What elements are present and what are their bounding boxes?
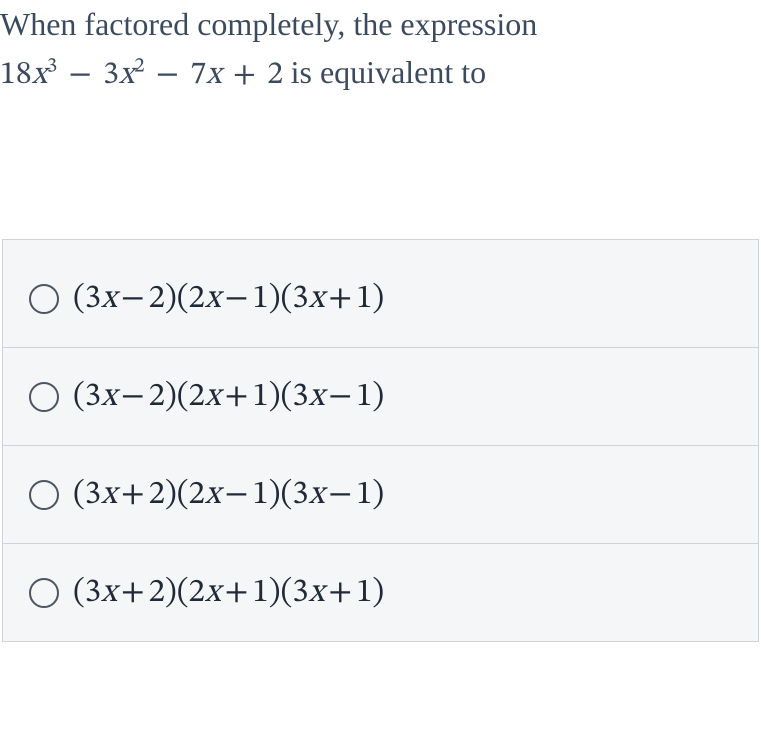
option-b[interactable]: (3x−2)(2x+1)(3x−1): [3, 347, 758, 445]
option-b-label: (3x−2)(2x+1)(3x−1): [73, 376, 384, 417]
answer-options: (3x−2)(2x−1)(3x+1) (3x−2)(2x+1)(3x−1) (3…: [2, 239, 759, 642]
radio-icon[interactable]: [29, 284, 59, 314]
question-expression: 18x3 − 3x2 − 7x + 2: [0, 59, 291, 91]
question-line-2: 18x3 − 3x2 − 7x + 2 is equivalent to: [0, 48, 749, 99]
question-line-1: When factored completely, the expression: [0, 0, 749, 48]
question-stem: When factored completely, the expression…: [0, 0, 761, 99]
option-d-label: (3x+2)(2x+1)(3x+1): [73, 572, 384, 613]
option-c-label: (3x+2)(2x−1)(3x−1): [73, 474, 384, 515]
option-c[interactable]: (3x+2)(2x−1)(3x−1): [3, 445, 758, 543]
option-a-label: (3x−2)(2x−1)(3x+1): [73, 278, 384, 319]
question-tail: is equivalent to: [291, 54, 487, 90]
radio-icon[interactable]: [29, 480, 59, 510]
option-a[interactable]: (3x−2)(2x−1)(3x+1): [3, 250, 758, 347]
radio-icon[interactable]: [29, 382, 59, 412]
option-d[interactable]: (3x+2)(2x+1)(3x+1): [3, 543, 758, 641]
radio-icon[interactable]: [29, 578, 59, 608]
